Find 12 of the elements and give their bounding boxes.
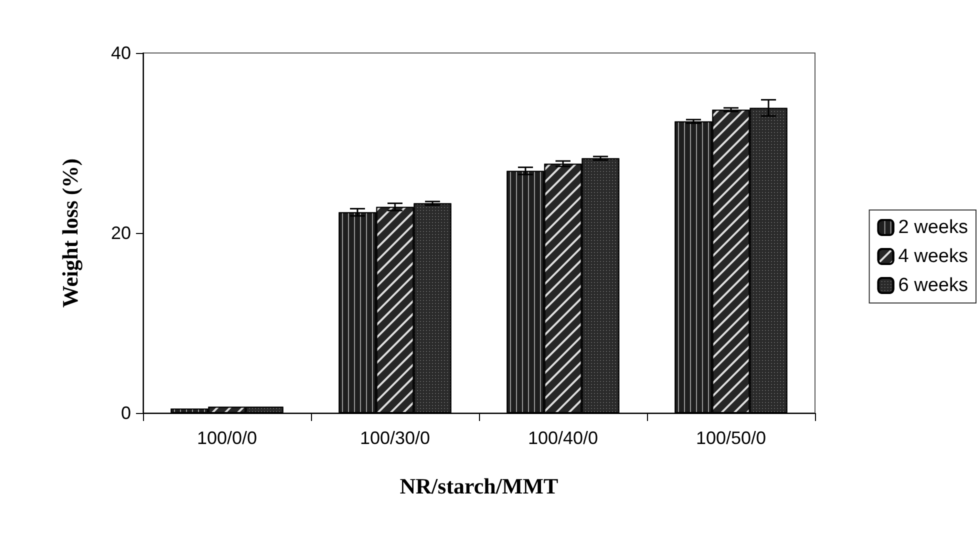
x-tick-label: 100/0/0	[196, 428, 258, 448]
x-tick-label: 100/50/0	[696, 428, 766, 448]
x-tick-label: 100/40/0	[528, 428, 598, 448]
y-tick-label: 40	[110, 43, 131, 63]
y-tick-label: 0	[120, 403, 131, 423]
x-tick-label: 100/30/0	[360, 428, 430, 448]
legend-label: 4 weeks	[898, 246, 968, 267]
legend-label: 6 weeks	[898, 275, 968, 296]
y-axis-title: Weight loss (%)	[58, 158, 82, 308]
y-tick-label: 20	[110, 223, 131, 243]
legend-label: 2 weeks	[898, 217, 968, 238]
x-axis-title: NR/starch/MMT	[400, 474, 559, 498]
